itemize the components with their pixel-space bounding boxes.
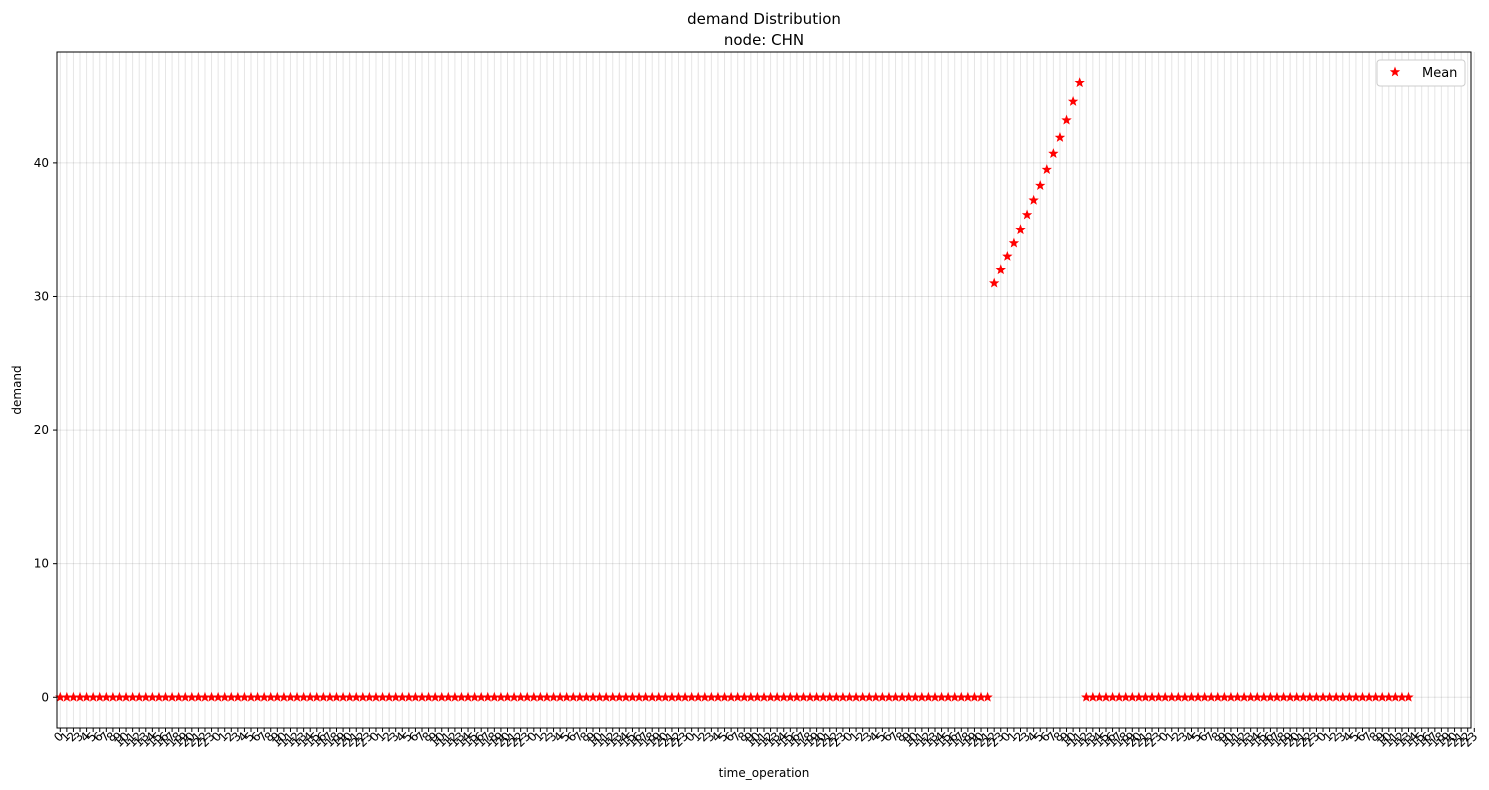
y-tick-label: 10 (34, 557, 49, 571)
axis-ticks: 0102030400123456789101112131415161718192… (34, 156, 1481, 750)
plot-frame (56, 51, 1472, 729)
y-tick-label: 30 (34, 289, 49, 303)
legend-label-mean: Mean (1422, 66, 1457, 81)
data-point (1074, 77, 1085, 88)
data-point (1028, 194, 1039, 205)
data-point (1403, 691, 1414, 702)
y-tick-label: 40 (34, 156, 49, 170)
data-point (1015, 224, 1026, 235)
chart-subtitle: node: CHN (724, 31, 804, 49)
data-point (1002, 250, 1013, 261)
data-point (1035, 180, 1046, 191)
data-point (1048, 148, 1059, 158)
chart-title: demand Distribution (687, 10, 841, 28)
data-point (1061, 114, 1072, 125)
y-axis-label: demand (10, 365, 24, 414)
legend: Mean (1376, 59, 1466, 87)
data-point (1054, 132, 1066, 142)
data-point (1021, 209, 1033, 220)
data-point (988, 277, 1000, 288)
y-tick-label: 20 (34, 423, 49, 437)
data-points (55, 77, 1414, 702)
data-point (1067, 95, 1079, 106)
legend-box (1376, 59, 1466, 87)
grid-lines (57, 52, 1475, 728)
data-point (982, 691, 993, 702)
legend-star-icon (1389, 66, 1401, 77)
data-point (995, 264, 1006, 275)
x-axis-label: time_operation (719, 766, 810, 780)
data-point (1041, 164, 1052, 174)
data-point (1008, 237, 1020, 248)
y-tick-label: 0 (41, 690, 49, 704)
